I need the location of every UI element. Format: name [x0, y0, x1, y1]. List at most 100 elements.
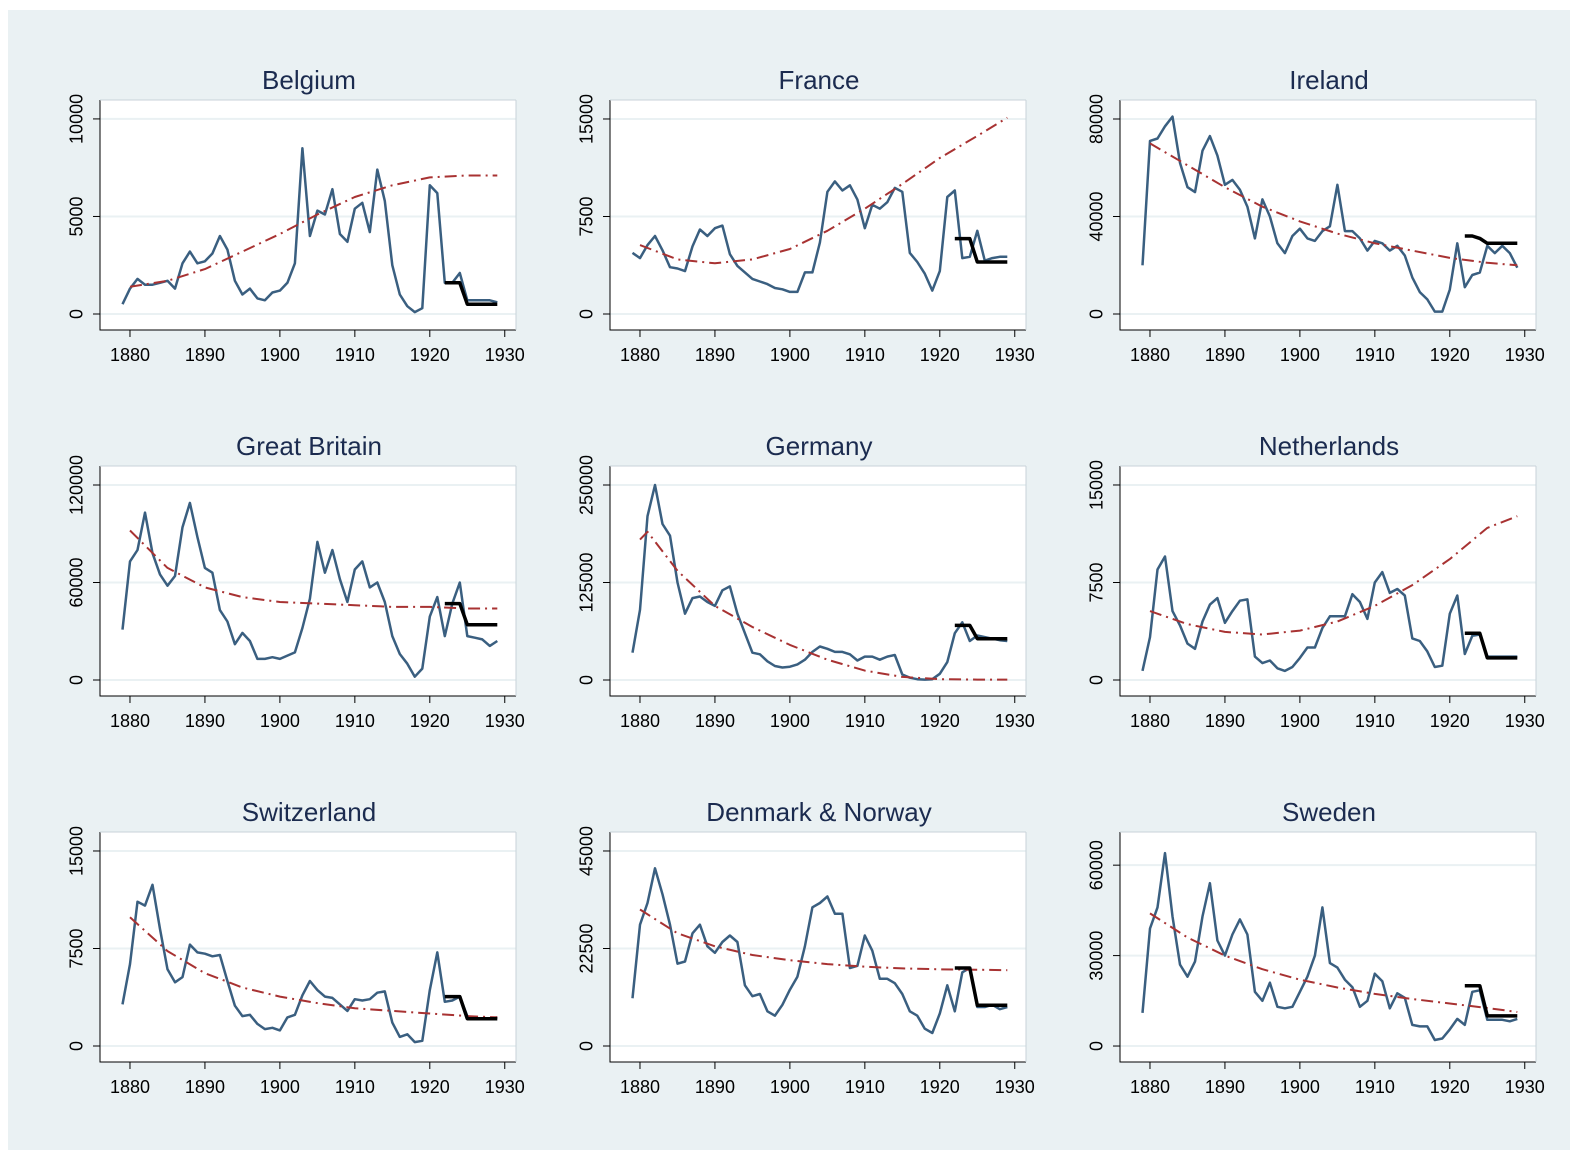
x-tick-label: 1900: [770, 345, 810, 365]
x-tick-label: 1900: [770, 1077, 810, 1097]
series-line: [954, 236, 1008, 264]
y-tick-label: 40000: [1087, 191, 1107, 241]
x-tick-label: 1880: [110, 345, 150, 365]
x-tick-label: 1910: [845, 345, 885, 365]
series-line: [631, 483, 1008, 681]
series-line: [444, 601, 498, 627]
axis-frame: [1119, 466, 1536, 697]
x-tick-label: 1920: [410, 345, 450, 365]
series-line: [631, 180, 1008, 294]
series-line: [444, 281, 498, 306]
series-line: [1149, 142, 1518, 267]
x-tick-label: 1890: [1205, 1077, 1245, 1097]
x-tick-label: 1930: [995, 1077, 1035, 1097]
y-tick-label: 7500: [67, 928, 87, 968]
series-line: [129, 529, 498, 610]
series-line: [639, 116, 1008, 265]
series-line: [1464, 234, 1518, 246]
x-tick-label: 1910: [1355, 711, 1395, 731]
x-tick-label: 1890: [185, 711, 225, 731]
x-tick-label: 1890: [185, 1077, 225, 1097]
series-line: [1464, 631, 1518, 660]
y-tick-label: 60000: [1087, 840, 1107, 890]
x-tick-label: 1880: [1130, 345, 1170, 365]
series-line: [639, 908, 1008, 972]
series-line: [1149, 515, 1518, 636]
axis-frame: [609, 466, 1026, 697]
series-line: [129, 916, 498, 1019]
x-tick-label: 1900: [260, 711, 300, 731]
x-tick-label: 1890: [1205, 711, 1245, 731]
x-tick-label: 1890: [695, 711, 735, 731]
panel-title: Ireland: [1289, 65, 1369, 95]
axis-frame: [1119, 100, 1536, 331]
x-tick-label: 1890: [695, 1077, 735, 1097]
y-tick-label: 15000: [67, 826, 87, 876]
series-line: [1464, 983, 1518, 1018]
x-tick-label: 1930: [1505, 711, 1545, 731]
plot-area: [1120, 100, 1536, 330]
x-tick-label: 1880: [620, 345, 660, 365]
y-tick-label: 250000: [577, 455, 597, 515]
x-tick-label: 1910: [335, 711, 375, 731]
x-tick-label: 1910: [335, 345, 375, 365]
panel-title: Belgium: [262, 65, 356, 95]
x-tick-label: 1900: [1280, 345, 1320, 365]
series-line: [1141, 851, 1518, 1042]
series-line: [954, 966, 1008, 1008]
y-tick-label: 30000: [1087, 931, 1107, 981]
plot-area: [1120, 466, 1536, 696]
x-tick-label: 1920: [920, 1077, 960, 1097]
x-tick-label: 1920: [920, 711, 960, 731]
series-line: [1141, 555, 1518, 673]
x-tick-label: 1880: [620, 1077, 660, 1097]
series-line: [954, 623, 1008, 641]
x-tick-label: 1930: [485, 345, 525, 365]
series-line: [1141, 115, 1519, 313]
x-tick-label: 1910: [1355, 1077, 1395, 1097]
panel-title: Switzerland: [242, 797, 376, 827]
x-tick-label: 1880: [110, 711, 150, 731]
panel-title: Germany: [766, 431, 873, 461]
y-tick-label: 0: [577, 1041, 597, 1051]
x-tick-label: 1880: [1130, 1077, 1170, 1097]
x-tick-label: 1890: [695, 345, 735, 365]
axis-frame: [99, 832, 516, 1063]
y-tick-label: 0: [1087, 675, 1107, 685]
y-tick-label: 0: [67, 675, 87, 685]
plot-area: [100, 466, 516, 696]
plot-area: [610, 466, 1026, 696]
y-tick-label: 22500: [577, 923, 597, 973]
x-tick-label: 1920: [1430, 711, 1470, 731]
y-tick-label: 60000: [67, 557, 87, 607]
y-tick-label: 7500: [577, 196, 597, 236]
axis-frame: [1119, 832, 1536, 1063]
x-tick-label: 1910: [1355, 345, 1395, 365]
series-line: [1149, 912, 1518, 1013]
x-tick-label: 1930: [995, 711, 1035, 731]
panel-title: France: [779, 65, 860, 95]
x-tick-label: 1880: [110, 1077, 150, 1097]
series-line: [121, 883, 498, 1044]
x-tick-label: 1920: [920, 345, 960, 365]
y-tick-label: 125000: [577, 552, 597, 612]
x-tick-label: 1900: [260, 345, 300, 365]
x-tick-label: 1930: [1505, 1077, 1545, 1097]
y-tick-label: 10000: [67, 94, 87, 144]
y-tick-label: 5000: [67, 196, 87, 236]
y-tick-label: 45000: [577, 826, 597, 876]
y-tick-label: 0: [577, 309, 597, 319]
x-tick-label: 1930: [485, 1077, 525, 1097]
panel-title: Netherlands: [1259, 431, 1399, 461]
x-tick-label: 1910: [845, 1077, 885, 1097]
y-tick-label: 0: [67, 1041, 87, 1051]
panel-title: Great Britain: [236, 431, 382, 461]
x-tick-label: 1900: [1280, 711, 1320, 731]
y-tick-label: 15000: [577, 94, 597, 144]
x-tick-label: 1920: [1430, 1077, 1470, 1097]
series-line: [121, 501, 498, 678]
x-tick-label: 1920: [410, 1077, 450, 1097]
x-tick-label: 1900: [1280, 1077, 1320, 1097]
plot-area: [610, 832, 1026, 1062]
